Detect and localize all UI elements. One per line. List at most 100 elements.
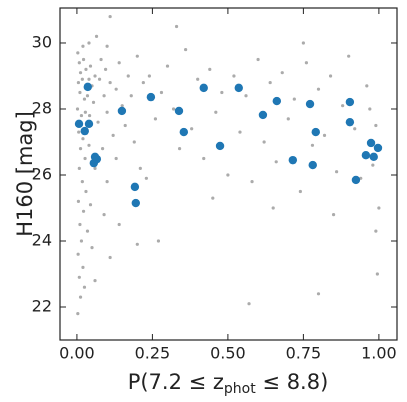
point: [171, 107, 176, 111]
point: [88, 203, 93, 207]
x-label-part: ≤ 8.8): [256, 370, 329, 394]
point: [132, 140, 136, 144]
point: [108, 80, 112, 85]
point: [311, 127, 320, 137]
point: [102, 94, 106, 98]
y-tick-label: 30: [32, 32, 52, 51]
point: [87, 113, 92, 118]
point: [94, 34, 99, 38]
point: [105, 44, 109, 48]
point: [220, 90, 224, 95]
point: [238, 130, 242, 134]
point: [202, 156, 206, 161]
point: [135, 54, 139, 58]
point: [374, 123, 378, 128]
point: [90, 245, 94, 250]
point: [79, 113, 84, 118]
point: [138, 166, 142, 170]
point: [247, 302, 251, 306]
plot-frame: [59, 7, 398, 341]
point: [179, 127, 189, 137]
point: [272, 96, 282, 106]
point: [351, 175, 361, 185]
point: [80, 77, 84, 81]
point: [335, 170, 339, 174]
point: [117, 222, 121, 227]
point: [305, 99, 315, 109]
point: [131, 198, 140, 208]
point: [108, 255, 112, 260]
point: [250, 179, 254, 184]
point: [91, 100, 96, 104]
point: [234, 83, 243, 93]
point: [81, 209, 86, 213]
point: [87, 77, 91, 81]
point: [81, 44, 85, 48]
point: [199, 83, 208, 93]
point: [375, 272, 379, 276]
point: [84, 189, 88, 194]
point: [153, 117, 158, 121]
point: [310, 143, 315, 147]
point: [373, 143, 383, 153]
point: [369, 152, 378, 162]
point: [301, 41, 305, 45]
point: [262, 140, 266, 144]
point: [130, 182, 140, 192]
point: [78, 146, 83, 151]
y-tick-label: 28: [32, 98, 52, 117]
x-tick-label: 0.25: [135, 344, 171, 363]
point: [345, 97, 355, 107]
point: [81, 57, 86, 62]
point: [371, 163, 375, 167]
point: [103, 67, 108, 71]
point: [79, 239, 84, 243]
point: [271, 206, 275, 210]
point: [77, 130, 81, 134]
point: [78, 71, 83, 75]
point: [365, 84, 369, 88]
point: [85, 94, 90, 98]
point: [377, 206, 381, 210]
point: [331, 212, 336, 217]
point: [87, 41, 91, 45]
point: [196, 77, 200, 81]
point: [298, 189, 302, 194]
point: [114, 87, 118, 91]
point: [328, 74, 333, 78]
point: [82, 285, 87, 289]
point: [174, 106, 184, 116]
point: [135, 242, 139, 246]
point: [274, 160, 278, 164]
x-axis-label: P(7.2 ≤ zphot ≤ 8.8): [128, 370, 329, 397]
point: [341, 104, 345, 108]
point: [78, 222, 82, 227]
point: [74, 119, 84, 129]
point: [80, 179, 84, 184]
point: [361, 150, 371, 160]
point: [117, 106, 127, 116]
point: [102, 212, 106, 217]
point: [368, 107, 372, 111]
x-tick-label: 1.00: [361, 344, 397, 363]
point: [76, 51, 80, 55]
point: [75, 107, 80, 111]
x-label-sub: phot: [224, 381, 256, 397]
point: [256, 57, 260, 62]
point: [77, 275, 81, 279]
point: [99, 57, 103, 62]
point: [83, 82, 92, 92]
point: [211, 196, 215, 200]
point: [100, 146, 105, 151]
x-tick-label: 0.00: [59, 344, 95, 363]
point: [81, 137, 85, 141]
point: [83, 110, 87, 114]
point: [117, 61, 121, 65]
point: [322, 133, 327, 137]
point: [78, 90, 82, 95]
point: [244, 94, 248, 98]
point: [165, 64, 170, 68]
point: [77, 61, 81, 65]
point: [215, 141, 225, 151]
